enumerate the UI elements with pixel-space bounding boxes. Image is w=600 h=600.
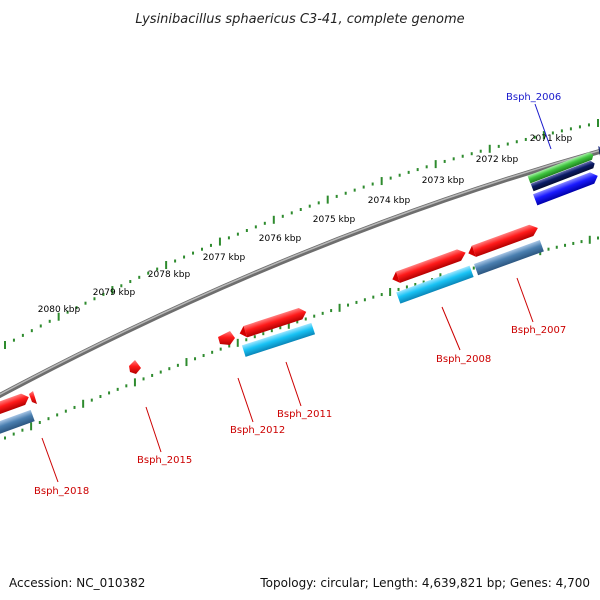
outer-tick-row xyxy=(4,119,599,349)
gene-red-2011[interactable] xyxy=(238,306,308,339)
kbp-label: 2077 kbp xyxy=(203,253,246,263)
gene-red-2018[interactable] xyxy=(0,392,31,417)
kbp-label: 2071 kbp xyxy=(530,134,573,144)
kbp-label: 2080 kbp xyxy=(38,305,81,315)
gene-red-2012[interactable] xyxy=(218,331,235,345)
kbp-label: 2079 kbp xyxy=(93,288,136,298)
gene-red-2018-small[interactable] xyxy=(29,391,37,404)
gene-blue[interactable] xyxy=(533,170,600,206)
gene-label-bsph-2008[interactable]: Bsph_2008 xyxy=(436,354,491,365)
kbp-label: 2073 kbp xyxy=(422,176,465,186)
gene-red-2015[interactable] xyxy=(129,360,141,374)
kbp-label: 2074 kbp xyxy=(368,196,411,206)
gene-label-group: Bsph_2006 Bsph_2007 Bsph_2008 Bsph_2011 … xyxy=(34,92,566,497)
gene-label-bsph-2007[interactable]: Bsph_2007 xyxy=(511,325,566,336)
gene-label-bsph-2015[interactable]: Bsph_2015 xyxy=(137,455,192,466)
gene-green[interactable] xyxy=(527,151,595,184)
gene-cyan-2011[interactable] xyxy=(241,322,316,357)
topology-text: Topology: circular; Length: 4,639,821 bp… xyxy=(260,576,590,590)
gene-steel-2007[interactable] xyxy=(473,240,544,276)
accession-text: Accession: NC_010382 xyxy=(9,576,146,590)
label-leaders xyxy=(41,103,552,483)
kbp-label-group: 2071 kbp 2072 kbp 2073 kbp 2074 kbp 2075… xyxy=(38,134,573,315)
kbp-label: 2072 kbp xyxy=(476,155,519,165)
kbp-label: 2075 kbp xyxy=(313,215,356,225)
gene-label-bsph-2006[interactable]: Bsph_2006 xyxy=(506,92,561,103)
gene-cyan-2008[interactable] xyxy=(396,265,474,304)
gene-label-bsph-2012[interactable]: Bsph_2012 xyxy=(230,425,285,436)
kbp-label: 2078 kbp xyxy=(148,270,191,280)
genome-backbone xyxy=(0,148,600,399)
gene-label-bsph-2018[interactable]: Bsph_2018 xyxy=(34,486,89,497)
gene-red-2007[interactable] xyxy=(466,222,540,259)
gene-navy[interactable] xyxy=(530,160,596,192)
gene-steel-2018[interactable] xyxy=(0,409,35,437)
gene-features xyxy=(0,146,600,437)
map-title: Lysinibacillus sphaericus C3-41, complet… xyxy=(135,12,464,27)
kbp-label: 2076 kbp xyxy=(259,234,302,244)
gene-red-2008[interactable] xyxy=(390,247,467,285)
gene-label-bsph-2011[interactable]: Bsph_2011 xyxy=(277,409,332,420)
